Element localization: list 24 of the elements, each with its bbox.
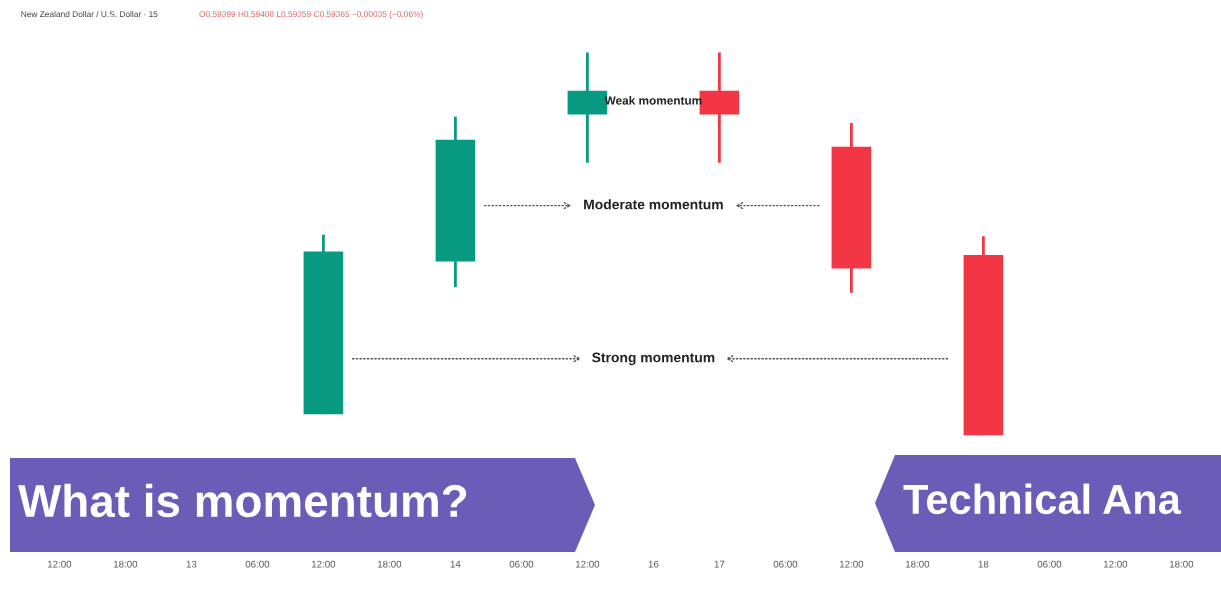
x-tick-label: 18:00 xyxy=(1169,560,1194,568)
annotation: Strong momentum xyxy=(592,352,715,366)
x-tick-label: 16 xyxy=(648,560,659,568)
x-tick-label: 06:00 xyxy=(1037,560,1062,568)
x-tick-label: 18 xyxy=(978,560,989,568)
x-tick-label: 13 xyxy=(186,560,197,568)
x-tick-label: 18:00 xyxy=(905,560,930,568)
x-tick-label: 12:00 xyxy=(47,560,72,568)
x-tick-label: 06:00 xyxy=(773,560,798,568)
x-tick-label: 06:00 xyxy=(509,560,534,568)
x-tick-label: 17 xyxy=(714,560,725,568)
annotation: Moderate momentum xyxy=(584,199,723,210)
x-tick-label: 12:00 xyxy=(1103,560,1128,568)
text: What is momentum? xyxy=(18,483,467,518)
text: Technical Ana xyxy=(903,483,1182,515)
x-tick-label: 18:00 xyxy=(377,560,402,568)
chart-subtitle: O0.59399 H0.59408 L0.59359 C0.59365 −0.00035 (−0.06%) xyxy=(199,10,423,19)
x-tick-label: 12:00 xyxy=(311,560,336,568)
x-tick-label: 14 xyxy=(450,560,461,568)
x-tick-label: 12:00 xyxy=(839,560,864,568)
x-tick-label: 12:00 xyxy=(575,560,600,568)
chart-title: New Zealand Dollar / U.S. Dollar · 15 xyxy=(21,10,158,18)
x-tick-label: 06:00 xyxy=(245,560,270,568)
x-tick-label: 18:00 xyxy=(113,560,138,568)
